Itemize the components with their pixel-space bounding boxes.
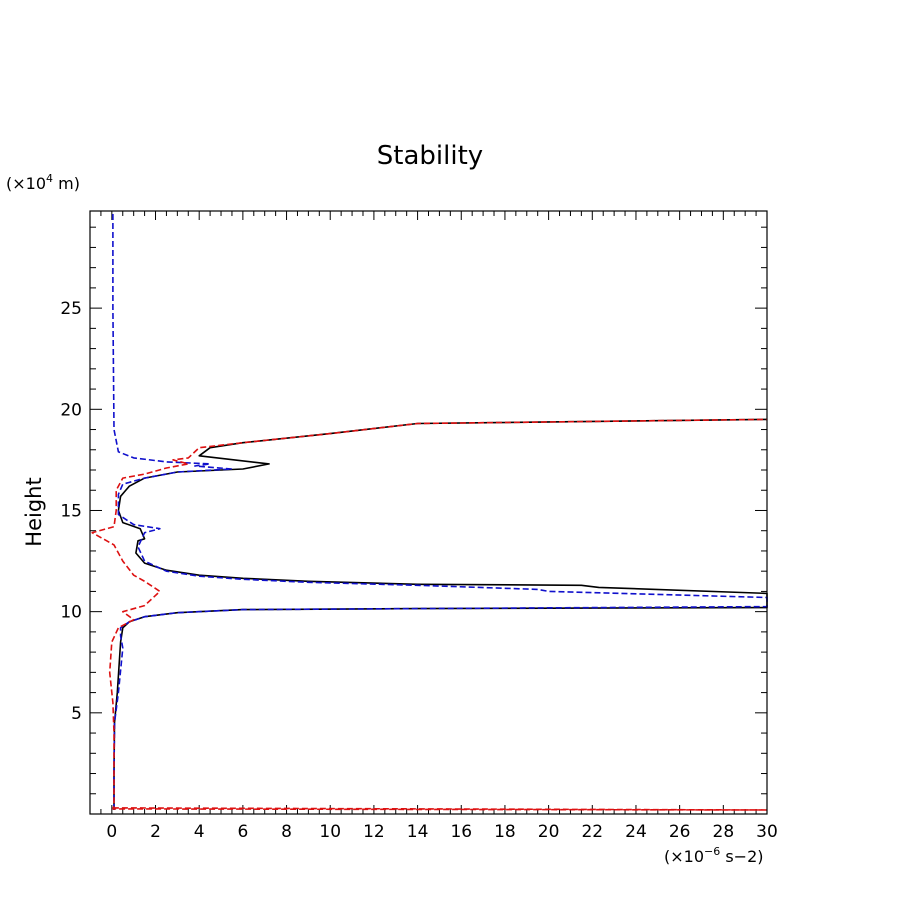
y-tick-label: 15 [60,501,82,521]
x-tick-label: 22 [581,822,603,842]
x-tick-label: 8 [281,822,292,842]
y-tick-label: 10 [60,603,82,623]
x-tick-label: 18 [494,822,516,842]
y-axis-label: Height [22,477,46,546]
x-axis-unit: (×10−6 s−2) [664,845,763,866]
x-tick-label: 30 [756,822,778,842]
x-tick-label: 10 [319,822,341,842]
x-tick-label: 16 [450,822,472,842]
x-tick-label: 28 [713,822,735,842]
x-tick-label: 20 [538,822,560,842]
series-line-1 [113,418,768,810]
x-tick-label: 26 [669,822,691,842]
y-axis-unit: (×104 m) [6,172,80,193]
y-tick-label: 5 [71,704,82,724]
series-line-2 [112,211,768,810]
x-tick-label: 2 [150,822,161,842]
chart-title: Stability [377,141,483,171]
y-tick-label: 20 [60,400,82,420]
x-tick-label: 6 [237,822,248,842]
x-tick-label: 0 [106,822,117,842]
x-tick-label: 14 [407,822,429,842]
series-line-3 [91,418,768,811]
plot-frame [89,210,768,815]
x-tick-label: 4 [194,822,205,842]
data-series [91,211,768,811]
x-tick-label: 12 [363,822,385,842]
x-tick-label: 24 [625,822,647,842]
y-tick-label: 25 [60,299,82,319]
axis-ticks [90,211,768,814]
